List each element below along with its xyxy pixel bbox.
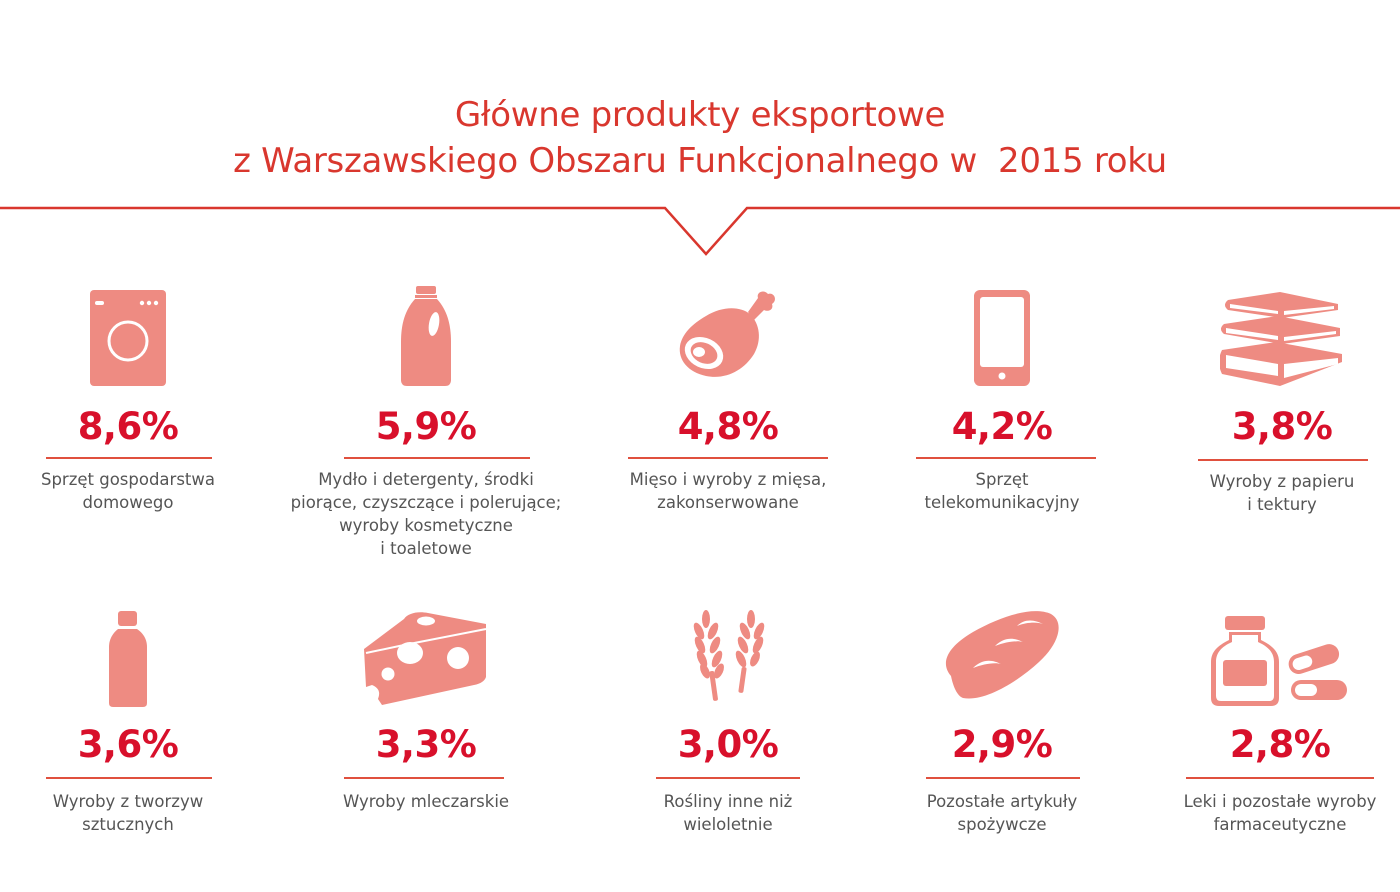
item-rule bbox=[344, 777, 504, 779]
item-label: Pozostałe artykuły spożywcze bbox=[926, 792, 1078, 834]
item-rule bbox=[628, 457, 828, 459]
item-label: Sprzęt gospodarstwa domowego bbox=[40, 470, 216, 512]
title-divider bbox=[0, 206, 1400, 256]
title-line-2: z Warszawskiego Obszaru Funkcjonalnego w… bbox=[233, 141, 1167, 181]
medicine-icon bbox=[1211, 610, 1349, 706]
item-rule bbox=[46, 457, 212, 459]
item-label: Wyroby z papieru i tektury bbox=[1209, 472, 1355, 514]
item-label: Wyroby z tworzyw sztucznych bbox=[52, 792, 204, 834]
item-label: Sprzęt telekomunikacyjny bbox=[924, 470, 1080, 512]
item-value: 4,2% bbox=[951, 405, 1053, 448]
item-rule bbox=[46, 777, 212, 779]
books-icon bbox=[1220, 292, 1344, 386]
ham-icon bbox=[678, 290, 778, 380]
washing-machine-icon bbox=[90, 290, 166, 386]
item-label: Wyroby mleczarskie bbox=[342, 792, 510, 811]
item-value: 3,6% bbox=[77, 723, 179, 766]
page-title: Główne produkty eksportowe z Warszawskie… bbox=[0, 92, 1400, 184]
cheese-icon bbox=[364, 609, 488, 705]
item-value: 2,8% bbox=[1229, 723, 1331, 766]
item-label: Mięso i wyroby z mięsa, zakonserwowane bbox=[629, 470, 827, 512]
item-rule bbox=[916, 457, 1096, 459]
item-rule bbox=[1186, 777, 1374, 779]
item-value: 8,6% bbox=[77, 405, 179, 448]
plastic-bottle-icon bbox=[109, 611, 147, 707]
item-value: 4,8% bbox=[677, 405, 779, 448]
wheat-icon bbox=[683, 605, 773, 705]
item-value: 3,3% bbox=[375, 723, 477, 766]
item-value: 5,9% bbox=[375, 405, 477, 448]
smartphone-icon bbox=[974, 290, 1030, 386]
item-rule bbox=[926, 777, 1080, 779]
item-label: Rośliny inne niż wieloletnie bbox=[663, 792, 793, 834]
item-rule bbox=[1198, 459, 1368, 461]
item-rule bbox=[656, 777, 800, 779]
item-value: 3,8% bbox=[1231, 405, 1333, 448]
detergent-bottle-icon bbox=[401, 286, 451, 386]
item-label: Leki i pozostałe wyroby farmaceutyczne bbox=[1183, 792, 1377, 834]
item-rule bbox=[344, 457, 530, 459]
title-line-1: Główne produkty eksportowe bbox=[454, 95, 946, 135]
item-value: 3,0% bbox=[677, 723, 779, 766]
bread-icon bbox=[943, 610, 1061, 704]
item-value: 2,9% bbox=[951, 723, 1053, 766]
item-label: Mydło i detergenty, środki piorące, czys… bbox=[290, 470, 562, 558]
